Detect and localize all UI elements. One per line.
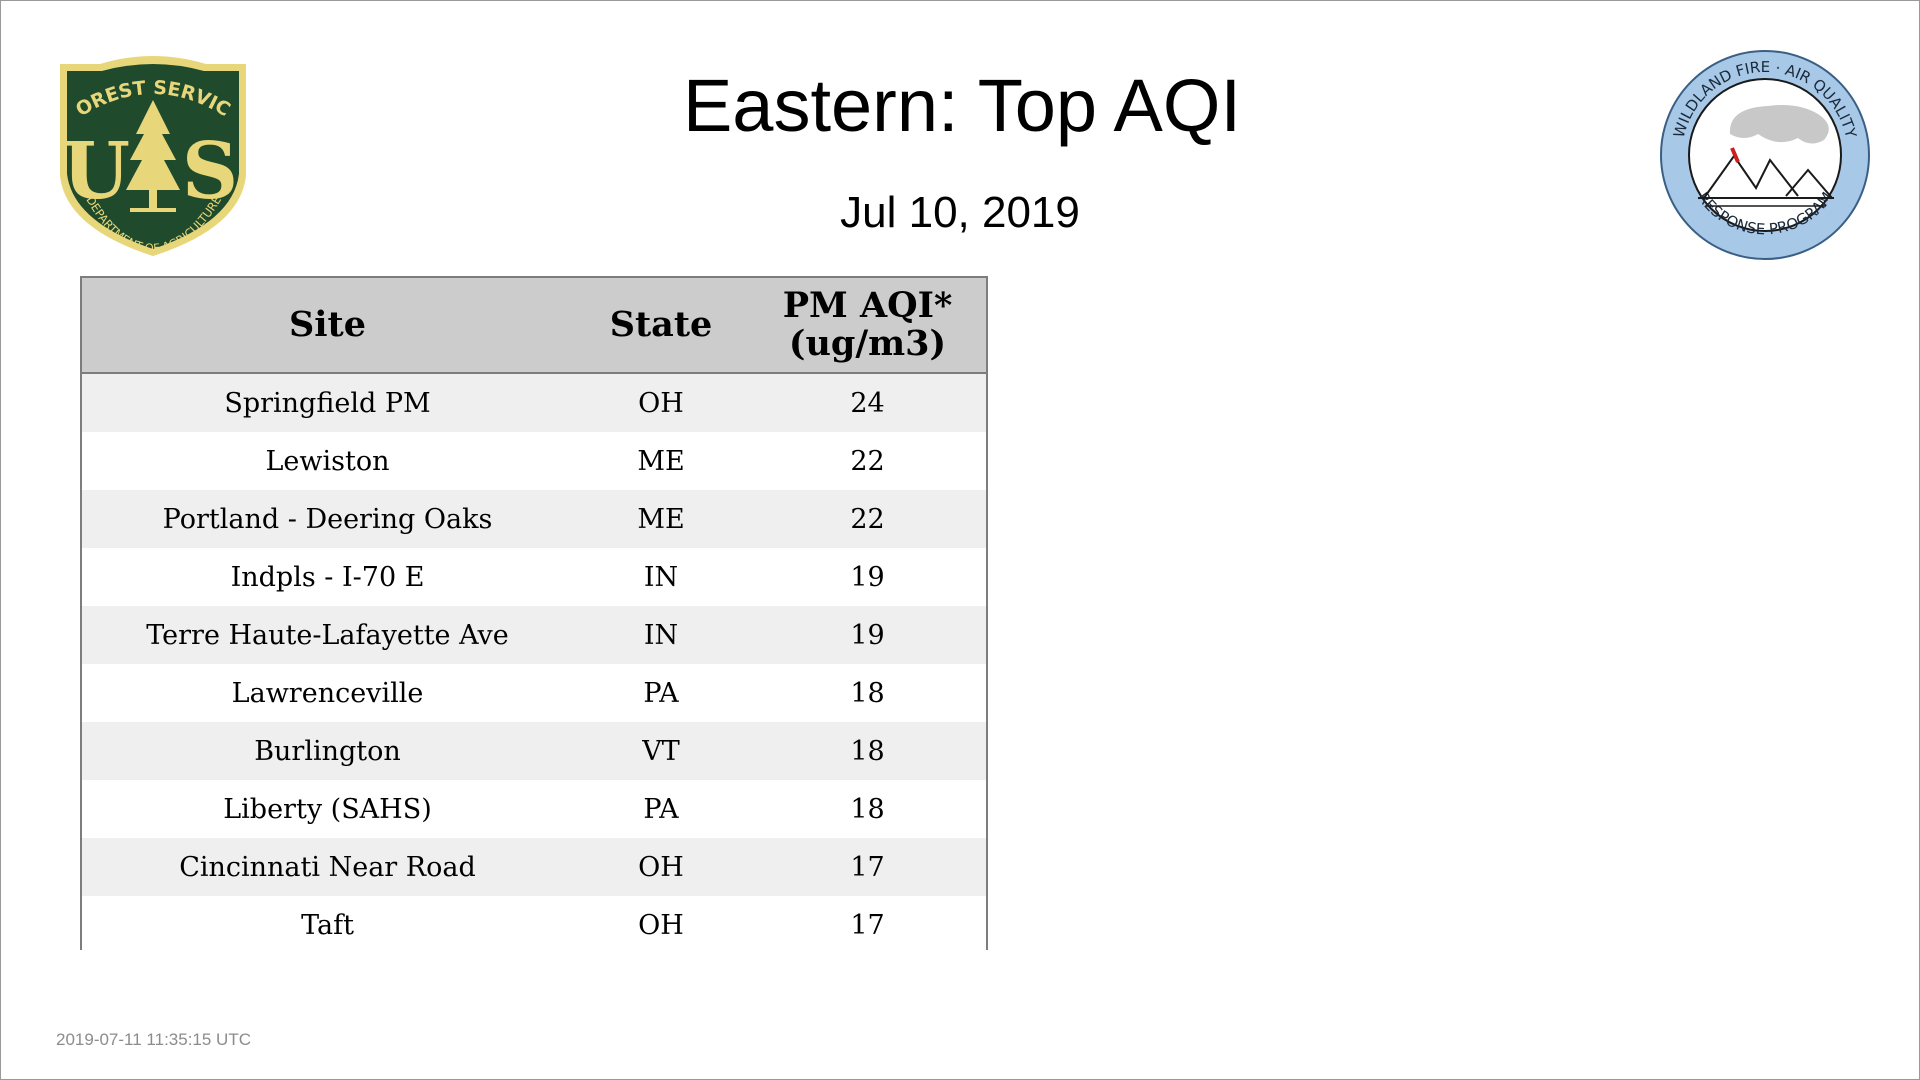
aqi-cell: 19 (749, 548, 986, 606)
site-cell: Lawrenceville (82, 664, 573, 722)
svg-text:S: S (182, 126, 238, 217)
state-cell: IN (573, 548, 749, 606)
table-row: Taft OH 17 (82, 896, 986, 954)
site-cell: Springfield PM (82, 373, 573, 432)
state-cell: OH (573, 838, 749, 896)
table-row: Liberty (SAHS) PA 18 (82, 780, 986, 838)
svg-text:U: U (62, 126, 130, 217)
site-cell: Portland - Deering Oaks (82, 490, 573, 548)
table-row: Cincinnati Near Road OH 17 (82, 838, 986, 896)
state-cell: ME (573, 490, 749, 548)
state-cell: OH (573, 373, 749, 432)
table-row: Lewiston ME 22 (82, 432, 986, 490)
aqi-cell: 22 (749, 432, 986, 490)
site-cell: Burlington (82, 722, 573, 780)
column-header-state: State (573, 278, 749, 374)
aqi-cell: 24 (749, 373, 986, 432)
site-cell: Cincinnati Near Road (82, 838, 573, 896)
table-row: Burlington VT 18 (82, 722, 986, 780)
aqi-cell: 17 (749, 838, 986, 896)
pm-aqi-header-line2: (ug/m3) (788, 323, 947, 364)
page-title: Eastern: Top AQI (682, 64, 1242, 147)
aqi-cell: 18 (749, 722, 986, 780)
site-cell: Terre Haute-Lafayette Ave (82, 606, 573, 664)
table-row: Indpls - I-70 E IN 19 (82, 548, 986, 606)
site-cell: Liberty (SAHS) (82, 780, 573, 838)
generated-timestamp: 2019-07-11 11:35:15 UTC (56, 1030, 251, 1049)
column-header-pm-aqi: PM AQI* (ug/m3) (749, 278, 986, 374)
table-header-row: Site State PM AQI* (ug/m3) (82, 278, 986, 374)
pm-aqi-header-line1: PM AQI* (782, 285, 953, 326)
state-cell: ME (573, 432, 749, 490)
state-cell: VT (573, 722, 749, 780)
state-cell: PA (573, 780, 749, 838)
site-cell: Indpls - I-70 E (82, 548, 573, 606)
table-row: Terre Haute-Lafayette Ave IN 19 (82, 606, 986, 664)
aqi-cell: 19 (749, 606, 986, 664)
site-cell: Taft (82, 896, 573, 954)
aqi-table: Site State PM AQI* (ug/m3) Springfield P… (82, 278, 986, 954)
state-cell: PA (573, 664, 749, 722)
aqi-cell: 18 (749, 780, 986, 838)
aqi-cell: 18 (749, 664, 986, 722)
top-aqi-table: Site State PM AQI* (ug/m3) Springfield P… (80, 276, 988, 954)
column-header-site: Site (82, 278, 573, 374)
forest-service-logo: FOREST SERVICE U S DEPARTMENT OF AGRICUL… (44, 35, 256, 258)
forest-service-shield-icon: FOREST SERVICE U S DEPARTMENT OF AGRICUL… (44, 35, 246, 256)
wildland-fire-logo: WILDLAND FIRE · AIR QUALITY RESPONSE PRO… (1658, 48, 1872, 262)
aqi-cell: 17 (749, 896, 986, 954)
table-row: Springfield PM OH 24 (82, 373, 986, 432)
state-cell: OH (573, 896, 749, 954)
wildland-fire-air-quality-icon: WILDLAND FIRE · AIR QUALITY RESPONSE PRO… (1660, 50, 1870, 260)
state-cell: IN (573, 606, 749, 664)
table-row: Portland - Deering Oaks ME 22 (82, 490, 986, 548)
table-row: Lawrenceville PA 18 (82, 664, 986, 722)
site-cell: Lewiston (82, 432, 573, 490)
report-date: Jul 10, 2019 (840, 188, 1080, 237)
aqi-cell: 22 (749, 490, 986, 548)
